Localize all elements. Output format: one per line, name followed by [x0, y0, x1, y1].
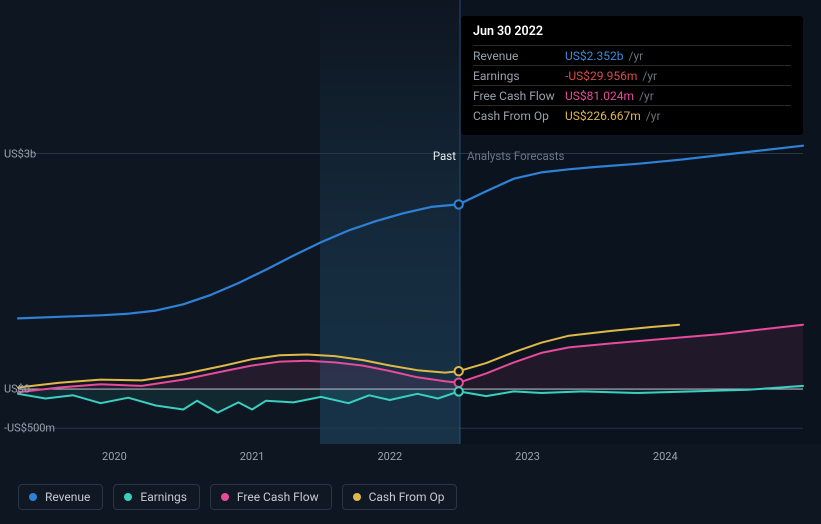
past-label: Past [433, 149, 456, 163]
hover-tooltip: Jun 30 2022 RevenueUS$2.352b/yrEarnings-… [461, 16, 803, 135]
legend-item-earnings[interactable]: Earnings [113, 484, 200, 510]
tooltip-row-unit: /yr [646, 109, 661, 123]
tooltip-row-unit: /yr [642, 69, 657, 83]
marker-cfo [455, 367, 463, 375]
tooltip-row-value: US$81.024m [565, 89, 634, 103]
legend-label: Cash From Op [369, 490, 445, 504]
y-tick-label: -US$500m [4, 422, 55, 435]
marker-revenue [455, 200, 463, 208]
tooltip-row: Cash From OpUS$226.667m/yr [473, 105, 791, 125]
y-tick-label: US$3b [4, 147, 36, 160]
marker-earnings [455, 387, 463, 395]
legend-item-cfo[interactable]: Cash From Op [342, 484, 458, 510]
y-tick-label: US$0 [4, 383, 30, 396]
forecast-label: Analysts Forecasts [467, 149, 564, 163]
tooltip-row: Free Cash FlowUS$81.024m/yr [473, 85, 791, 105]
legend-dot-icon [124, 493, 132, 501]
tooltip-row-label: Cash From Op [473, 109, 565, 123]
tooltip-row-unit: /yr [629, 49, 644, 63]
x-tick-label: 2024 [653, 450, 678, 463]
legend-dot-icon [353, 493, 361, 501]
legend-item-fcf[interactable]: Free Cash Flow [210, 484, 332, 510]
x-tick-label: 2023 [515, 450, 540, 463]
tooltip-row: Earnings-US$29.956m/yr [473, 65, 791, 85]
legend-item-revenue[interactable]: Revenue [18, 484, 103, 510]
tooltip-row-unit: /yr [639, 89, 654, 103]
tooltip-row-label: Revenue [473, 49, 565, 63]
x-tick-label: 2021 [240, 450, 265, 463]
tooltip-row-value: -US$29.956m [565, 69, 637, 83]
tooltip-row-value: US$2.352b [565, 49, 624, 63]
legend-label: Earnings [140, 490, 187, 504]
tooltip-row-value: US$226.667m [565, 109, 641, 123]
marker-fcf [455, 378, 463, 386]
legend-dot-icon [221, 493, 229, 501]
legend-label: Free Cash Flow [237, 490, 319, 504]
legend: Revenue Earnings Free Cash Flow Cash From O… [18, 484, 457, 510]
tooltip-title: Jun 30 2022 [473, 24, 791, 45]
tooltip-row-label: Earnings [473, 69, 565, 83]
legend-dot-icon [29, 493, 37, 501]
legend-label: Revenue [45, 490, 90, 504]
tooltip-row: RevenueUS$2.352b/yr [473, 45, 791, 65]
x-tick-label: 2022 [377, 450, 402, 463]
x-tick-label: 2020 [102, 450, 127, 463]
tooltip-row-label: Free Cash Flow [473, 89, 565, 103]
financials-chart: Past Analysts Forecasts US$3b US$0 -US$500… [0, 0, 821, 524]
